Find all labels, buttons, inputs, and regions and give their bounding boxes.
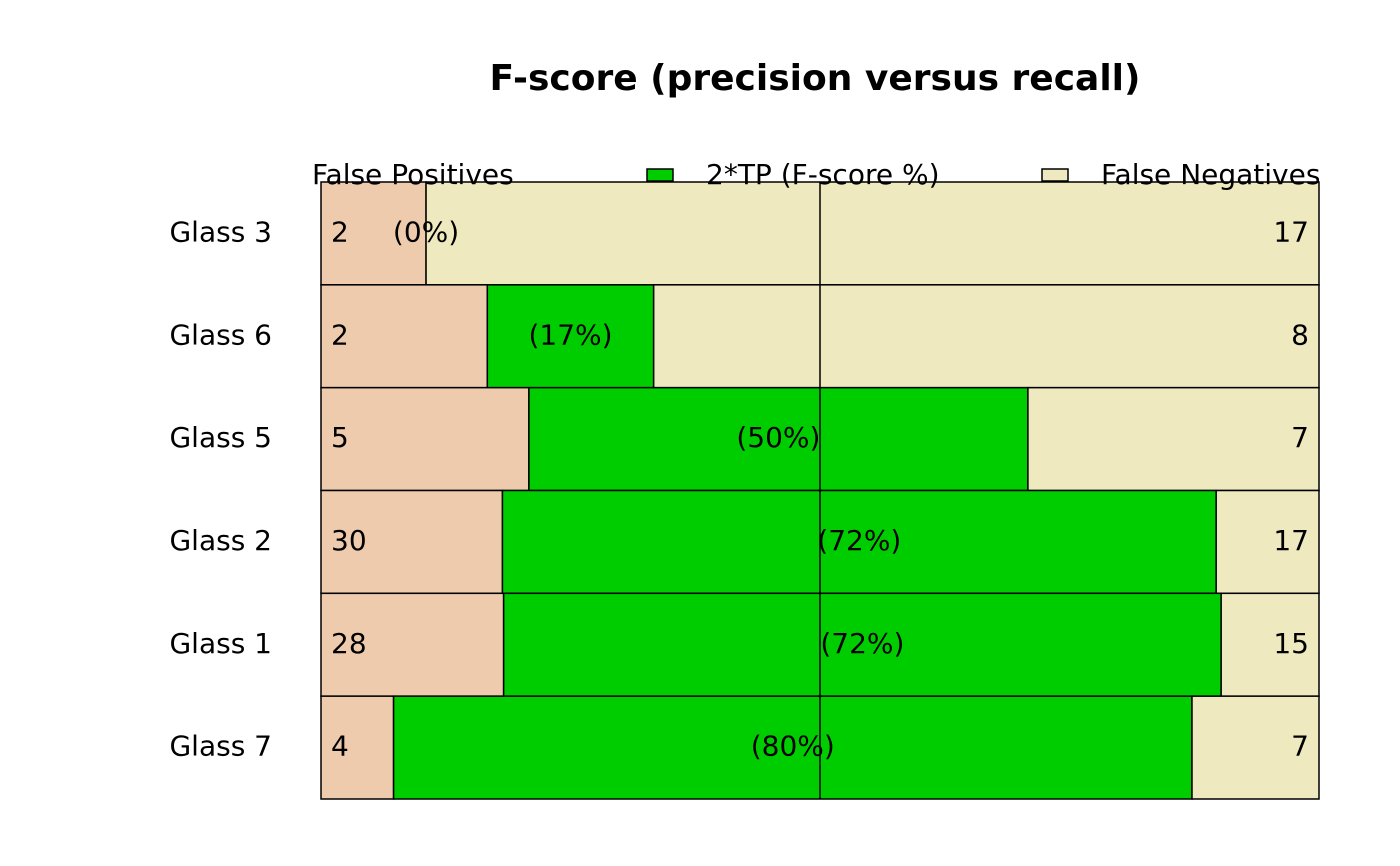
fp-label: 2 <box>331 318 349 351</box>
bar-segment <box>501 489 1217 595</box>
fn-label: 15 <box>1273 627 1309 660</box>
fscore-label: (72%) <box>817 524 901 557</box>
bar-segment <box>392 695 1193 800</box>
category-label: Glass 6 <box>169 318 272 351</box>
fn-label: 7 <box>1291 421 1309 454</box>
bar-segment <box>1220 592 1320 697</box>
fp-label: 5 <box>331 421 349 454</box>
legend-label: False Positives <box>312 158 514 191</box>
legend: False Positives 2*TP (F-score %) False Neg… <box>312 158 1320 191</box>
category-label: Glass 1 <box>169 627 272 660</box>
bar-segment <box>652 284 1320 389</box>
category-label: Glass 7 <box>169 730 272 763</box>
bar-segment <box>486 284 655 389</box>
legend-swatch <box>646 168 674 182</box>
bar-segment <box>320 284 489 389</box>
bar-segment <box>320 489 504 595</box>
fn-label: 17 <box>1273 524 1309 557</box>
bar-segment <box>320 592 505 697</box>
bar-segment <box>425 181 1320 286</box>
fscore-label: (80%) <box>751 730 835 763</box>
fp-label: 28 <box>331 627 367 660</box>
category-label: Glass 2 <box>169 524 272 557</box>
fp-label: 2 <box>331 215 349 248</box>
legend-label: False Negatives <box>1101 158 1320 191</box>
category-label: Glass 5 <box>169 421 272 454</box>
fscore-label: (72%) <box>820 627 904 660</box>
fn-label: 7 <box>1291 730 1309 763</box>
fp-label: 4 <box>331 730 349 763</box>
bar-segment <box>528 386 1029 492</box>
fscore-label: (50%) <box>736 421 820 454</box>
bar-segment <box>320 181 427 286</box>
category-label: Glass 3 <box>169 215 272 248</box>
bar-segment <box>320 386 530 492</box>
fn-label: 8 <box>1291 318 1309 351</box>
fn-label: 17 <box>1273 215 1309 248</box>
fscore-label: (0%) <box>393 215 459 248</box>
fp-label: 30 <box>331 524 367 557</box>
legend-swatch <box>1041 168 1069 182</box>
fscore-label: (17%) <box>528 318 612 351</box>
bar-segment <box>1027 386 1320 492</box>
chart-title: F-score (precision versus recall) <box>490 58 1141 99</box>
legend-label: 2*TP (F-score %) <box>706 158 940 191</box>
bar-segment <box>1191 695 1320 800</box>
